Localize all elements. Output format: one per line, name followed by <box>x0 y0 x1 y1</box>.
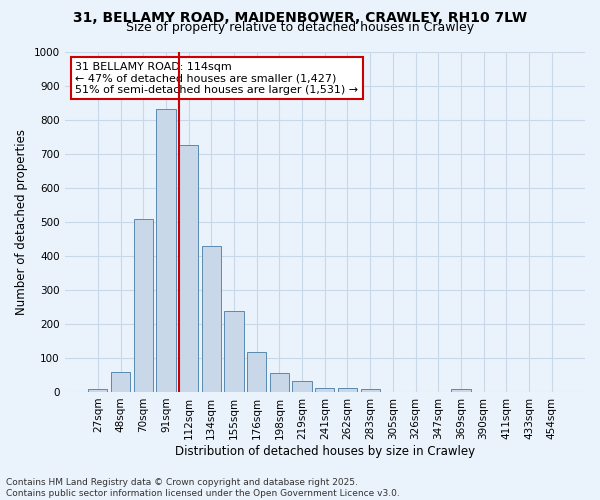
Bar <box>88 388 107 392</box>
Bar <box>338 388 357 392</box>
Bar <box>134 220 153 392</box>
Bar <box>247 352 266 392</box>
Bar <box>270 372 289 392</box>
Text: 31, BELLAMY ROAD, MAIDENBOWER, CRAWLEY, RH10 7LW: 31, BELLAMY ROAD, MAIDENBOWER, CRAWLEY, … <box>73 12 527 26</box>
Bar <box>224 311 244 392</box>
Bar <box>451 389 470 392</box>
Bar <box>315 388 334 392</box>
Bar <box>156 110 176 392</box>
Text: Contains HM Land Registry data © Crown copyright and database right 2025.
Contai: Contains HM Land Registry data © Crown c… <box>6 478 400 498</box>
Bar <box>111 372 130 392</box>
Bar <box>202 246 221 392</box>
Bar <box>292 380 312 392</box>
Y-axis label: Number of detached properties: Number of detached properties <box>15 128 28 314</box>
Text: Size of property relative to detached houses in Crawley: Size of property relative to detached ho… <box>126 22 474 35</box>
Text: 31 BELLAMY ROAD: 114sqm
← 47% of detached houses are smaller (1,427)
51% of semi: 31 BELLAMY ROAD: 114sqm ← 47% of detache… <box>75 62 358 95</box>
X-axis label: Distribution of detached houses by size in Crawley: Distribution of detached houses by size … <box>175 444 475 458</box>
Bar <box>179 145 198 392</box>
Bar <box>361 388 380 392</box>
